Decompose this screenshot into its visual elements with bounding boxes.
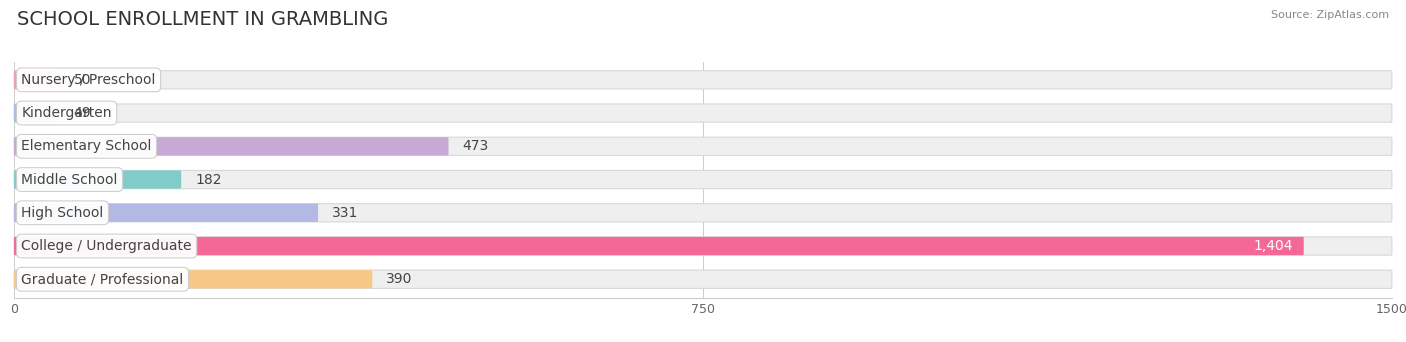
FancyBboxPatch shape	[14, 270, 1392, 288]
Text: 331: 331	[332, 206, 359, 220]
Text: College / Undergraduate: College / Undergraduate	[21, 239, 191, 253]
FancyBboxPatch shape	[14, 203, 318, 222]
FancyBboxPatch shape	[14, 104, 59, 122]
FancyBboxPatch shape	[14, 137, 449, 156]
Text: Source: ZipAtlas.com: Source: ZipAtlas.com	[1271, 10, 1389, 20]
Text: 390: 390	[387, 272, 412, 286]
Text: SCHOOL ENROLLMENT IN GRAMBLING: SCHOOL ENROLLMENT IN GRAMBLING	[17, 10, 388, 29]
FancyBboxPatch shape	[14, 170, 181, 189]
FancyBboxPatch shape	[14, 137, 1392, 156]
FancyBboxPatch shape	[14, 170, 1392, 189]
Text: 1,404: 1,404	[1253, 239, 1292, 253]
Text: 49: 49	[73, 106, 90, 120]
FancyBboxPatch shape	[14, 71, 60, 89]
Text: Nursery / Preschool: Nursery / Preschool	[21, 73, 156, 87]
Text: 182: 182	[195, 173, 222, 186]
Text: Kindergarten: Kindergarten	[21, 106, 112, 120]
Text: Middle School: Middle School	[21, 173, 118, 186]
Text: 50: 50	[73, 73, 91, 87]
FancyBboxPatch shape	[14, 71, 1392, 89]
FancyBboxPatch shape	[14, 203, 1392, 222]
FancyBboxPatch shape	[14, 237, 1303, 255]
FancyBboxPatch shape	[14, 237, 1392, 255]
Text: Elementary School: Elementary School	[21, 139, 152, 153]
FancyBboxPatch shape	[14, 104, 1392, 122]
Text: 473: 473	[463, 139, 488, 153]
Text: High School: High School	[21, 206, 104, 220]
Text: Graduate / Professional: Graduate / Professional	[21, 272, 184, 286]
FancyBboxPatch shape	[14, 270, 373, 288]
